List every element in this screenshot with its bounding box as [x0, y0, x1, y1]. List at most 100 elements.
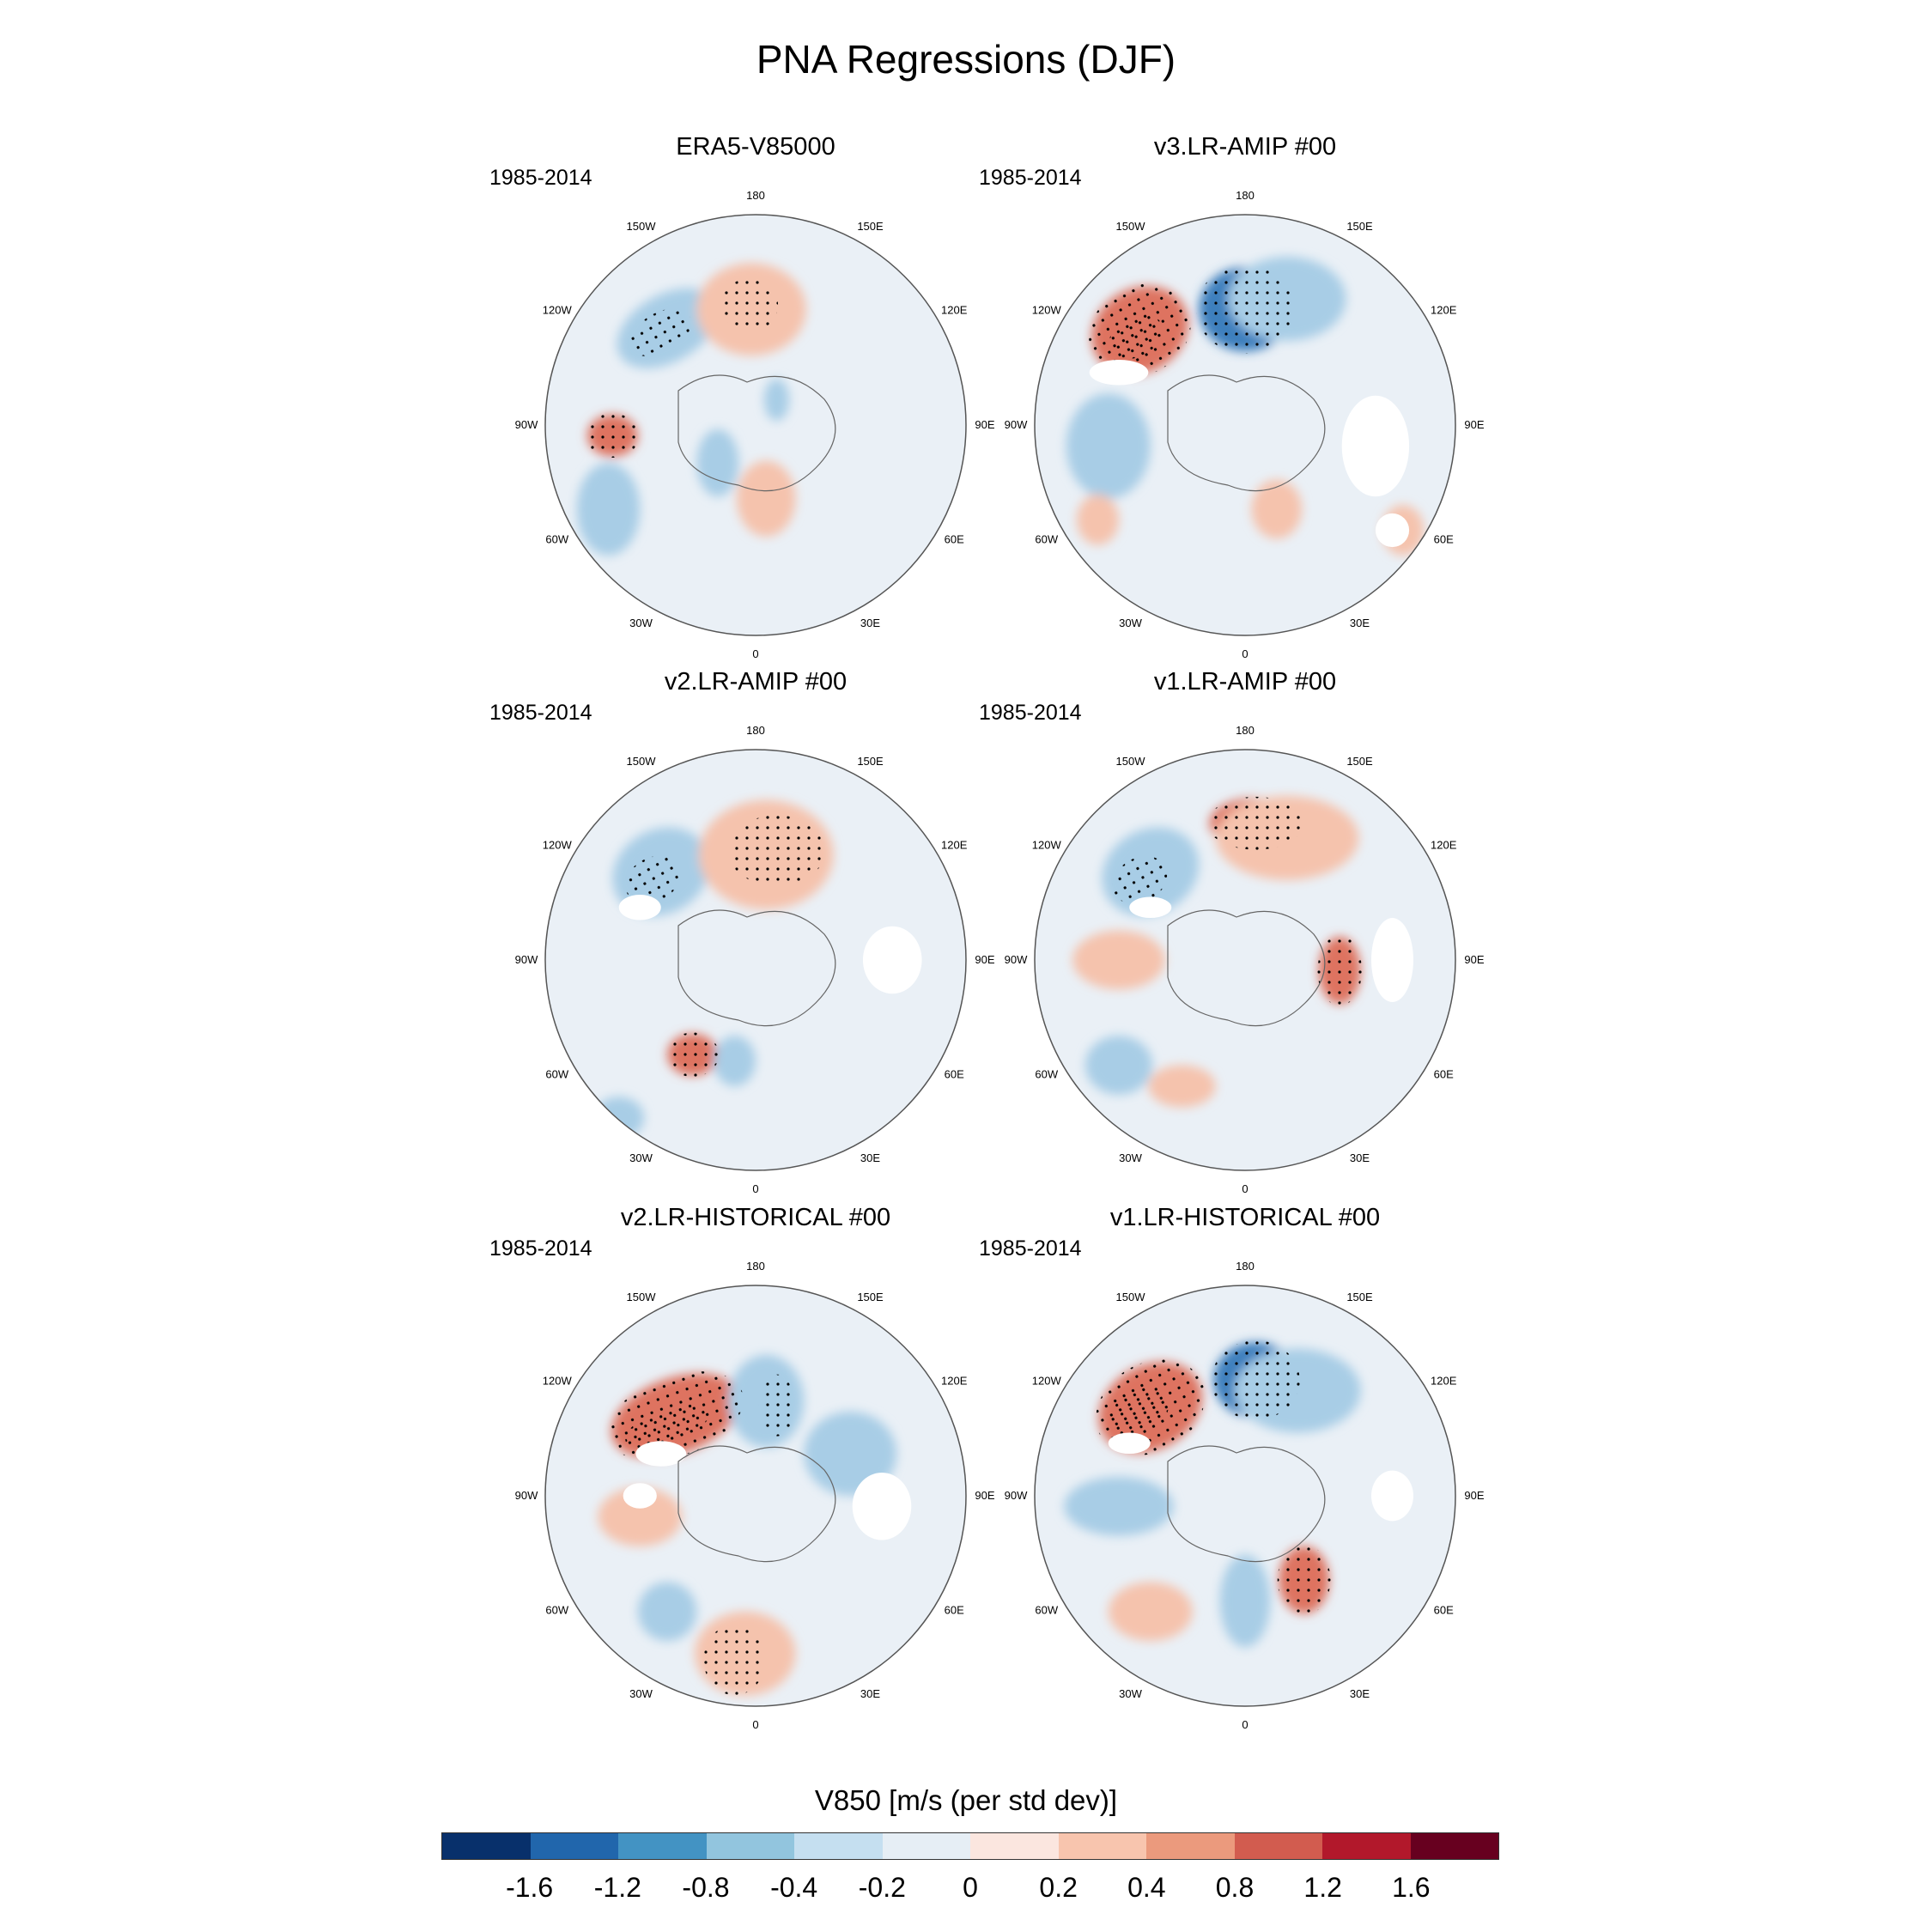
- colorbar-swatch: [1146, 1833, 1235, 1859]
- map-border: [1034, 749, 1456, 1171]
- longitude-label: 0: [1242, 647, 1248, 660]
- longitude-label: 30E: [860, 617, 880, 629]
- map-border: [1034, 1285, 1456, 1707]
- longitude-label: 150E: [1346, 1291, 1373, 1303]
- colorbar-swatch: [530, 1833, 618, 1859]
- polar-map: 180 150E 120E 90E 60E 30E 0 30W 60W 90W 120W 150W: [515, 1260, 995, 1731]
- colorbar-tick-label: 0.4: [1127, 1872, 1166, 1903]
- page-title: PNA Regressions (DJF): [756, 37, 1176, 82]
- coastline: [677, 374, 836, 492]
- longitude-label: 90E: [975, 953, 994, 966]
- longitude-label: 120E: [1431, 839, 1457, 852]
- longitude-label: 90W: [515, 1489, 538, 1502]
- longitude-label: 150W: [627, 755, 657, 768]
- coastline: [1167, 374, 1326, 492]
- anomaly-region: [1066, 393, 1151, 499]
- longitude-label: 120W: [1032, 304, 1062, 317]
- longitude-label: 90E: [975, 1489, 994, 1502]
- colorbar-swatch: [618, 1833, 707, 1859]
- anomaly-region: [1219, 1554, 1271, 1648]
- map-panel: v2.LR-AMIP #00 1985-2014 180 150E 120E 90E 60E…: [489, 668, 996, 1200]
- longitude-label: 90E: [1464, 418, 1484, 431]
- anomaly-region: [1251, 479, 1303, 539]
- colorbar-tick-label: -1.6: [506, 1872, 554, 1903]
- longitude-label: 30E: [860, 1687, 880, 1700]
- anomaly-region: [1084, 1036, 1153, 1095]
- significance-stippling: [1096, 1359, 1206, 1455]
- longitude-label: 90E: [1464, 1489, 1484, 1502]
- colorbar-tick-label: 0.8: [1215, 1872, 1255, 1903]
- anomaly-region: [1077, 494, 1119, 545]
- significance-stippling: [630, 308, 692, 357]
- map-panel: v2.LR-HISTORICAL #00 1985-2014 180 150E 120E…: [489, 1204, 996, 1736]
- polar-map: 180 150E 120E 90E 60E 30E 0 30W 60W 90W 120W 150W: [1005, 189, 1485, 660]
- map-panel: v1.LR-AMIP #00 1985-2014 180 150E 120E 90E 60E…: [979, 668, 1485, 1200]
- masked-region: [1371, 1470, 1413, 1522]
- panel-period: 1985-2014: [979, 701, 1082, 725]
- significance-stippling: [703, 1624, 766, 1696]
- masked-region: [852, 1473, 912, 1540]
- longitude-label: 60W: [545, 533, 568, 546]
- colorbar-tick-label: 1.6: [1392, 1872, 1431, 1903]
- longitude-label: 150W: [627, 220, 657, 233]
- colorbar: [441, 1832, 1499, 1860]
- significance-stippling: [1277, 1544, 1331, 1616]
- longitude-label: 30E: [1350, 617, 1370, 629]
- longitude-label: 180: [1236, 724, 1255, 737]
- panel-period: 1985-2014: [489, 166, 592, 190]
- map-border: [1034, 214, 1456, 636]
- polar-map: 180 150E 120E 90E 60E 30E 0 30W 60W 90W 120W 150W: [1005, 1260, 1485, 1731]
- longitude-label: 30W: [629, 1151, 653, 1164]
- map-panel: ERA5-V85000 1985-2014 180 150E 120E 90E 60E 30E…: [489, 133, 996, 665]
- longitude-label: 60E: [1434, 1068, 1454, 1081]
- longitude-label: 150E: [1346, 220, 1373, 233]
- masked-region: [635, 1441, 687, 1467]
- map-border: [544, 214, 967, 636]
- longitude-label: 150W: [1116, 1291, 1146, 1303]
- significance-stippling: [1089, 283, 1191, 377]
- coastline: [1167, 1445, 1326, 1563]
- longitude-label: 60E: [945, 1604, 964, 1617]
- longitude-label: 120W: [1032, 839, 1062, 852]
- longitude-label: 0: [752, 1182, 758, 1195]
- significance-stippling: [586, 413, 640, 458]
- anomaly-region: [714, 1036, 756, 1086]
- longitude-label: 150E: [857, 1291, 884, 1303]
- colorbar-title: V850 [m/s (per std dev)]: [814, 1784, 1118, 1816]
- coastline: [677, 1445, 836, 1563]
- anomaly-region: [1072, 930, 1165, 990]
- significance-stippling: [1317, 935, 1362, 1006]
- longitude-label: 150W: [1116, 220, 1146, 233]
- colorbar-swatch: [1058, 1833, 1146, 1859]
- longitude-label: 180: [746, 724, 765, 737]
- longitude-label: 90E: [1464, 953, 1484, 966]
- longitude-label: 60E: [945, 1068, 964, 1081]
- longitude-label: 180: [746, 1260, 765, 1273]
- anomaly-region: [637, 1582, 697, 1642]
- longitude-label: 120E: [1431, 1375, 1457, 1388]
- longitude-label: 60W: [1035, 1068, 1058, 1081]
- longitude-label: 60E: [1434, 533, 1454, 546]
- panel-period: 1985-2014: [979, 1236, 1082, 1261]
- coastline: [1167, 909, 1326, 1027]
- significance-stippling: [665, 1032, 720, 1077]
- anomaly-region: [763, 379, 790, 422]
- longitude-label: 120E: [941, 304, 968, 317]
- masked-region: [1341, 395, 1410, 497]
- significance-stippling: [727, 815, 826, 886]
- colorbar-tick-label: 0.2: [1039, 1872, 1078, 1903]
- longitude-label: 150E: [857, 755, 884, 768]
- longitude-label: 30E: [1350, 1687, 1370, 1700]
- longitude-label: 180: [1236, 1260, 1255, 1273]
- masked-region: [1089, 360, 1149, 386]
- panel-title: ERA5-V85000: [676, 133, 835, 161]
- longitude-label: 0: [1242, 1182, 1248, 1195]
- masked-region: [862, 926, 922, 994]
- longitude-label: 0: [752, 1718, 758, 1731]
- colorbar-tick-label: 1.2: [1303, 1872, 1342, 1903]
- panel-period: 1985-2014: [979, 166, 1082, 190]
- significance-stippling: [625, 856, 680, 904]
- longitude-label: 30W: [629, 617, 653, 629]
- longitude-label: 150E: [1346, 755, 1373, 768]
- masked-region: [1108, 1432, 1151, 1454]
